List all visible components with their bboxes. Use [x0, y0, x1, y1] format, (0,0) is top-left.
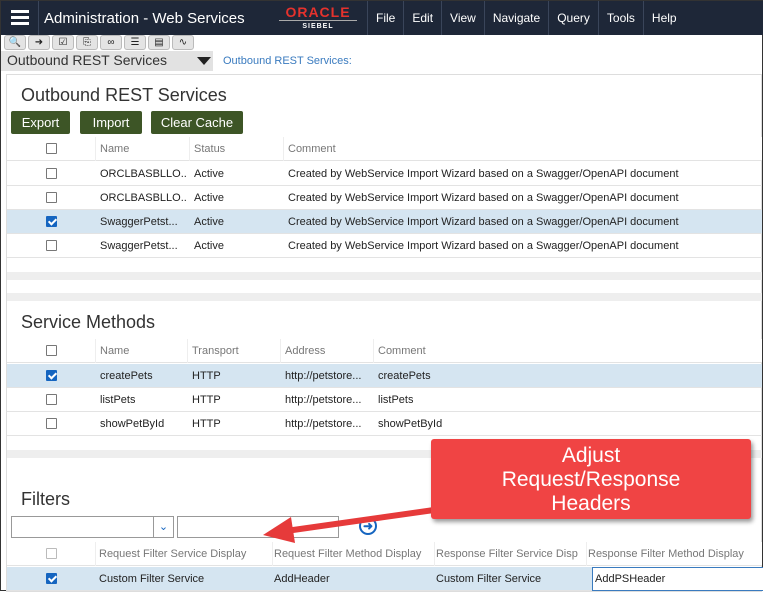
- query-field-select[interactable]: ⌄: [11, 516, 174, 538]
- menu-help[interactable]: Help: [642, 1, 685, 35]
- export-button[interactable]: Export: [11, 111, 70, 134]
- col-name: Name: [100, 143, 130, 155]
- menu-view[interactable]: View: [441, 1, 484, 35]
- methods-title: Service Methods: [21, 312, 156, 332]
- notes-icon[interactable]: ▤: [148, 35, 170, 50]
- row-checkbox[interactable]: [46, 192, 57, 203]
- menu-bar: File Edit View Navigate Query Tools Help: [367, 1, 685, 35]
- menu-tools[interactable]: Tools: [597, 1, 643, 35]
- go-icon[interactable]: ➜: [28, 35, 50, 50]
- link-icon[interactable]: ∞: [100, 35, 122, 50]
- table-row[interactable]: listPets HTTP http://petstore... listPets: [7, 388, 762, 412]
- search-icon[interactable]: 🔍: [4, 35, 26, 50]
- col-comment: Comment: [288, 143, 336, 155]
- table-row[interactable]: ORCLBASBLLO... Active Created by WebServic…: [7, 186, 762, 210]
- row-checkbox[interactable]: [46, 370, 57, 381]
- table-row[interactable]: showPetById HTTP http://petstore... showPet…: [7, 412, 762, 436]
- col-status: Status: [194, 143, 226, 155]
- checklist-icon[interactable]: ☑: [52, 35, 74, 50]
- import-button[interactable]: Import: [80, 111, 142, 134]
- breadcrumb[interactable]: Outbound REST Services:: [223, 55, 352, 67]
- view-selector[interactable]: Outbound REST Services: [1, 51, 213, 71]
- table-row[interactable]: createPets HTTP http://petstore... createPe…: [7, 364, 762, 388]
- oracle-siebel-logo: ORACLE SIEBEL: [279, 4, 357, 30]
- menu-edit[interactable]: Edit: [403, 1, 441, 35]
- filters-title: Filters: [21, 489, 70, 509]
- hamburger-menu-icon[interactable]: [11, 10, 29, 25]
- row-checkbox[interactable]: [46, 168, 57, 179]
- divider: [7, 272, 762, 280]
- filters-header-row: Request Filter Service Display Request F…: [7, 542, 762, 566]
- chevron-down-icon[interactable]: ⌄: [153, 517, 173, 537]
- methods-header-row: Name Transport Address Comment: [7, 339, 762, 363]
- row-checkbox[interactable]: [46, 216, 57, 227]
- table-row[interactable]: ORCLBASBLLO... Active Created by WebServic…: [7, 162, 762, 186]
- divider: [7, 450, 762, 458]
- table-row[interactable]: SwaggerPetst... Active Created by WebServi…: [7, 210, 762, 234]
- top-bar: Administration - Web Services ORACLE SIEB…: [1, 1, 763, 35]
- query-value-input[interactable]: [177, 516, 339, 538]
- clear-cache-button[interactable]: Clear Cache: [151, 111, 243, 134]
- select-all-checkbox[interactable]: [46, 345, 57, 356]
- select-all-checkbox[interactable]: [46, 548, 57, 559]
- select-all-checkbox[interactable]: [46, 143, 57, 154]
- menu-file[interactable]: File: [367, 1, 403, 35]
- chart-icon[interactable]: ∿: [172, 35, 194, 50]
- list-icon[interactable]: ☰: [124, 35, 146, 50]
- menu-navigate[interactable]: Navigate: [483, 1, 548, 35]
- divider: [7, 293, 762, 301]
- menu-query[interactable]: Query: [548, 1, 598, 35]
- table-row[interactable]: SwaggerPetst... Active Created by WebServi…: [7, 234, 762, 258]
- row-checkbox[interactable]: [46, 394, 57, 405]
- dropdown-triangle-icon: [197, 57, 211, 65]
- app-title: Administration - Web Services: [44, 10, 245, 27]
- outbound-header-row: Name Status Comment: [7, 137, 762, 161]
- clipboard-icon[interactable]: ⎘: [76, 35, 98, 50]
- annotation-callout: Adjust Request/Response Headers: [431, 439, 751, 519]
- row-checkbox[interactable]: [46, 573, 57, 584]
- row-checkbox[interactable]: [46, 418, 57, 429]
- outbound-title: Outbound REST Services: [21, 85, 227, 105]
- toolbar: 🔍 ➜ ☑ ⎘ ∞ ☰ ▤ ∿: [4, 35, 194, 51]
- row-checkbox[interactable]: [46, 240, 57, 251]
